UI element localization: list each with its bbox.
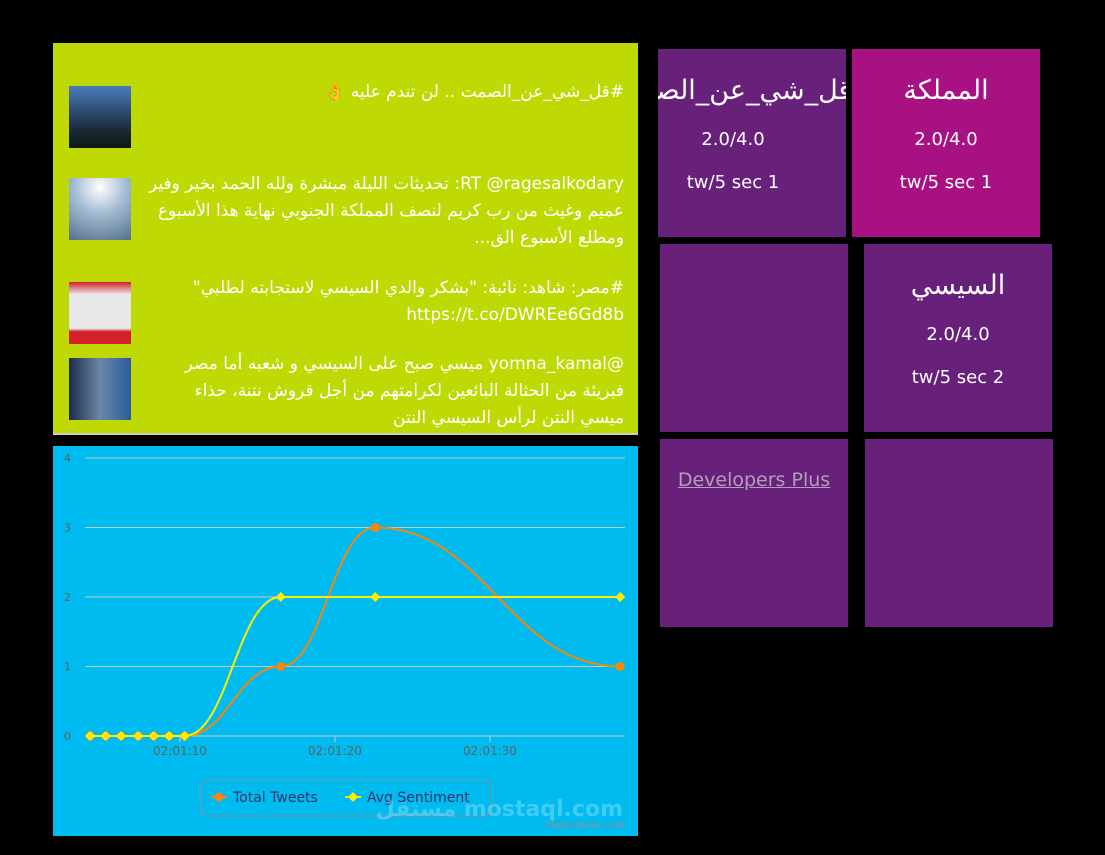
data-point xyxy=(615,662,625,671)
tile-rate: tw/5 sec 2 xyxy=(911,367,1005,388)
data-point xyxy=(370,592,381,602)
data-point xyxy=(275,592,286,602)
tile-score: 2.0/4.0 xyxy=(926,324,990,345)
tweet-text: #مصر: شاهد: نائبة: "بشكر والدي السيسي لا… xyxy=(192,278,624,325)
y-tick-label: 3 xyxy=(64,522,71,535)
data-point xyxy=(164,731,175,741)
tile-sisi[interactable]: السيسي 2.0/4.0 tw/5 sec 2 xyxy=(864,244,1052,432)
tweet-chart: 0 1 2 3 4 02:01:10 02:01:20 02:01:30 Total Tweet… xyxy=(53,446,638,836)
data-point xyxy=(615,592,626,602)
tile-rate: tw/5 sec 1 xyxy=(899,172,993,193)
chart-credit: Highcharts.com xyxy=(546,820,625,831)
tweet-feed: #قل_شي_عن_الصمت .. لن تندم عليه 👌 RT @ra… xyxy=(53,43,638,435)
y-tick-label: 2 xyxy=(64,591,71,604)
legend-item-0: Total Tweets xyxy=(232,790,318,806)
data-point xyxy=(276,662,286,671)
x-tick-label: 02:01:20 xyxy=(308,744,362,758)
avatar xyxy=(69,178,131,240)
data-point xyxy=(370,523,380,532)
tile-hashtag-silence[interactable]: قل_شي_عن_الصمت 2.0/4.0 tw/5 sec 1 xyxy=(658,49,846,237)
tile-score: 2.0/4.0 xyxy=(914,129,978,150)
data-point xyxy=(148,731,159,741)
y-tick-label: 4 xyxy=(64,452,71,465)
chart-svg: 0 1 2 3 4 02:01:10 02:01:20 02:01:30 Total Tweet… xyxy=(64,452,626,831)
data-point xyxy=(116,731,127,741)
series-line-0 xyxy=(90,526,621,737)
data-point xyxy=(133,731,144,741)
tile-title: قل_شي_عن_الصمت xyxy=(658,75,846,106)
tile-rate: tw/5 sec 1 xyxy=(686,172,780,193)
legend-marker xyxy=(214,792,224,802)
avatar xyxy=(69,86,131,148)
tile-empty[interactable] xyxy=(865,439,1053,627)
avatar xyxy=(69,358,131,420)
tweet-text: #قل_شي_عن_الصمت .. لن تندم عليه 👌 xyxy=(324,82,624,102)
data-point xyxy=(179,731,190,741)
tile-score: 2.0/4.0 xyxy=(701,129,765,150)
tweet-text: @yomna_kamal ميسي صبح على السيسي و شعبه … xyxy=(184,354,624,428)
legend-marker xyxy=(348,792,358,802)
tile-kingdom[interactable]: المملكة 2.0/4.0 tw/5 sec 1 xyxy=(852,49,1040,237)
tweet-text: RT @ragesalkodary: تحديثات الليلة مبشرة … xyxy=(148,174,624,248)
y-tick-label: 1 xyxy=(64,661,71,674)
legend-box xyxy=(200,779,492,817)
x-tick-label: 02:01:30 xyxy=(463,744,517,758)
developers-plus-link[interactable]: Developers Plus xyxy=(677,469,831,491)
tile-title: السيسي xyxy=(910,270,1006,301)
tile-developers: Developers Plus xyxy=(660,439,848,627)
legend-item-1: Avg Sentiment xyxy=(367,790,470,806)
tile-empty[interactable] xyxy=(660,244,848,432)
data-point xyxy=(85,731,96,741)
tile-title: المملكة xyxy=(903,75,989,106)
data-point xyxy=(100,731,111,741)
watermark: مستقل mostaql.com xyxy=(376,797,623,822)
x-tick-label: 02:01:10 xyxy=(153,744,207,758)
avatar xyxy=(69,282,131,344)
y-tick-label: 0 xyxy=(64,730,71,743)
